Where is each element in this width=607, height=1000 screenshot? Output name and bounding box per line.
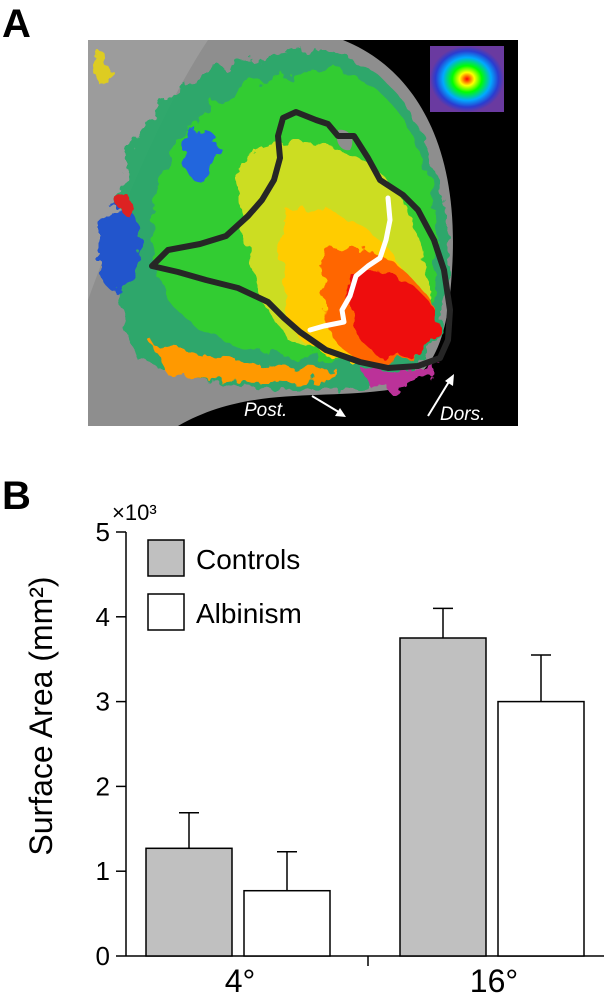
bar-controls-0 — [145, 847, 233, 957]
y-multiplier-label: ×10³ — [112, 500, 157, 525]
red-region — [351, 269, 438, 358]
dors-label: Dors. — [440, 404, 485, 425]
blue-patch-1 — [98, 205, 140, 292]
y-tick-label: 3 — [96, 687, 110, 717]
magenta-patch — [358, 360, 438, 390]
y-tick-label: 0 — [96, 941, 110, 971]
legend-swatch-controls — [147, 539, 185, 577]
meridian-boundary-line — [307, 195, 393, 333]
y-axis-label: Surface Area (mm²) — [23, 576, 59, 855]
bar-albinism-0 — [243, 889, 331, 957]
surface-area-bar-chart: Surface Area (mm²) ×10³ 0 1 2 3 4 5 Controls A… — [23, 500, 604, 999]
x-category-label: 16° — [470, 963, 518, 999]
red-speck — [117, 195, 133, 213]
blue-patch-2 — [184, 128, 219, 182]
dors-arrow — [427, 379, 451, 417]
orange-strip — [148, 340, 338, 382]
y-tick-label: 2 — [96, 771, 110, 801]
cortex-highlight — [88, 40, 208, 300]
panel-b-label: B — [2, 474, 31, 518]
yellow-speck — [91, 45, 108, 85]
y-tick-label: 1 — [96, 856, 110, 886]
y-tick-label: 5 — [96, 517, 110, 547]
legend-swatch-albinism — [147, 593, 185, 631]
post-arrow — [311, 395, 343, 415]
bar-controls-1 — [399, 637, 487, 957]
post-arrowhead — [335, 408, 346, 417]
y-tick-label: 4 — [96, 602, 110, 632]
roi-outline — [149, 109, 453, 371]
panel-a-label: A — [2, 2, 31, 46]
post-label: Post. — [244, 400, 287, 421]
x-category-label: 4° — [225, 963, 256, 999]
cortical-surface-map: Post. Dors. — [88, 40, 518, 426]
eccentricity-legend-icon — [430, 46, 504, 112]
legend-label-albinism: Albinism — [196, 598, 302, 629]
legend-label-controls: Controls — [196, 544, 300, 575]
dors-arrowhead — [445, 374, 454, 386]
bar-albinism-1 — [497, 700, 585, 957]
